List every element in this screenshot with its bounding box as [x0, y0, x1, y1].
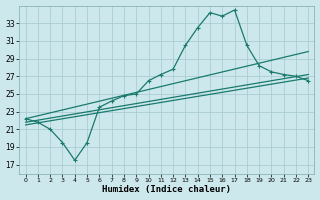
- X-axis label: Humidex (Indice chaleur): Humidex (Indice chaleur): [102, 185, 231, 194]
